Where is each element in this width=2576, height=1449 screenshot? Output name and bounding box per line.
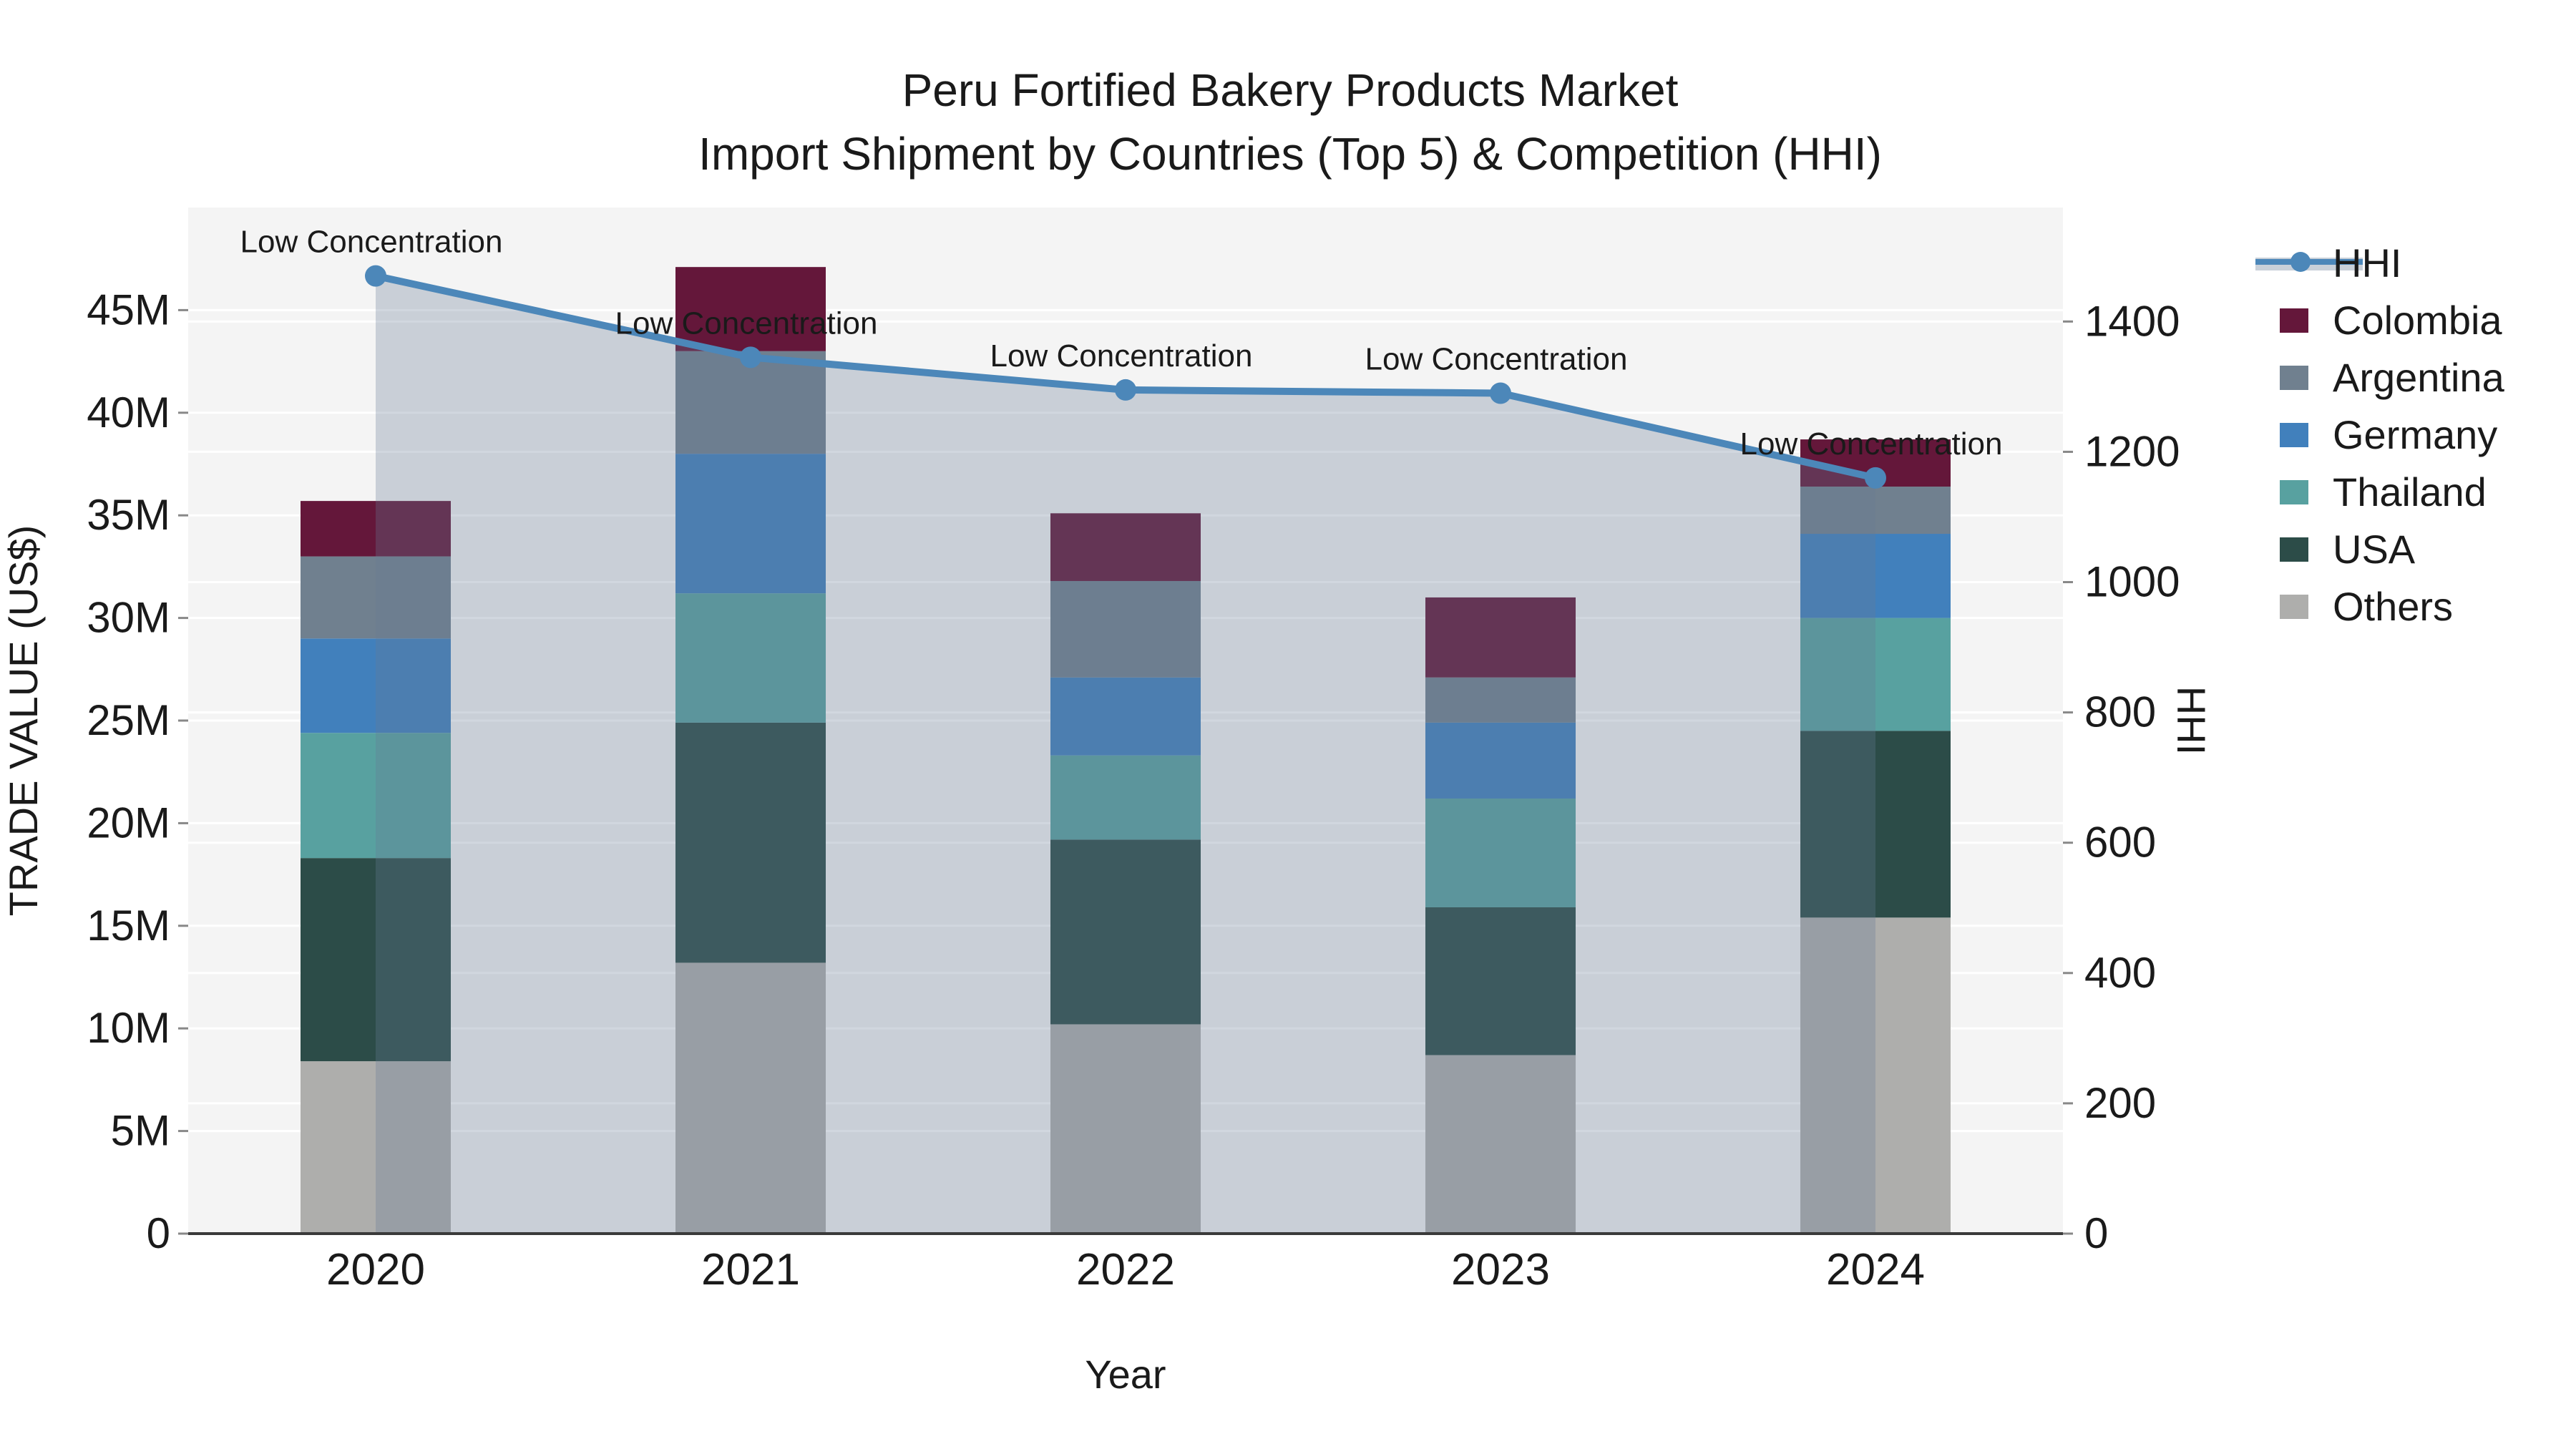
legend-swatch-usa [2280,537,2308,562]
right-tick-label-1200: 1200 [2084,427,2180,475]
bar-segment-colombia-2020 [301,501,451,557]
legend-label-usa: USA [2333,527,2416,572]
bar-segment-colombia-2022 [1050,513,1201,581]
chart-title-line2: Import Shipment by Countries (Top 5) & C… [698,128,1882,180]
legend-item-germany[interactable]: Germany [2280,412,2497,457]
x-tick-label-2022: 2022 [1076,1245,1175,1294]
bar-segment-usa-2020 [301,858,451,1062]
left-axis-title: TRADE VALUE (US$) [1,525,46,917]
bar-segment-germany-2020 [301,638,451,733]
left-tick-label-5M: 5M [111,1107,170,1155]
x-tick-label-2020: 2020 [326,1245,425,1294]
legend-label-others: Others [2333,584,2453,629]
left-tick-label-30M: 30M [87,594,170,642]
plot-area: Low Concentration Low Concentration Low Co… [87,208,2505,1294]
x-tick-label-2023: 2023 [1451,1245,1550,1294]
bar-segment-usa-2022 [1050,839,1201,1025]
bar-segment-others-2023 [1425,1055,1576,1234]
bar-segment-argentina-2022 [1050,580,1201,678]
annotation-label-2020: Low Concentration [240,225,503,260]
right-tick-label-600: 600 [2084,819,2156,867]
legend-item-hhi[interactable]: HHI [2255,240,2401,286]
x-tick-label-2021: 2021 [701,1245,800,1294]
legend-item-argentina[interactable]: Argentina [2280,355,2505,400]
bar-segment-thailand-2023 [1425,798,1576,907]
bar-segment-germany-2022 [1050,677,1201,756]
bar-segment-others-2022 [1050,1024,1201,1234]
legend-item-usa[interactable]: USA [2280,527,2416,572]
hhi-area-fill [376,275,1875,1234]
legend-label-germany: Germany [2333,412,2497,457]
bar-segment-argentina-2020 [301,556,451,639]
right-tick-label-200: 200 [2084,1079,2156,1127]
right-tick-label-800: 800 [2084,688,2156,736]
bar-segment-usa-2021 [675,722,826,963]
legend-swatch-thailand [2280,480,2308,504]
bar-segment-usa-2023 [1425,907,1576,1055]
legend-label-hhi: HHI [2333,240,2401,286]
hhi-marker-2024 [1865,467,1886,489]
legend-item-others[interactable]: Others [2280,584,2453,629]
hhi-marker-2020 [365,265,386,287]
bar-segment-germany-2024 [1800,534,1951,618]
bar-segment-thailand-2022 [1050,755,1201,840]
right-axis-title: HHI [2169,686,2214,755]
legend-swatch-colombia [2280,308,2308,333]
hhi-marker-2021 [740,346,761,369]
legend-label-thailand: Thailand [2333,469,2487,514]
bar-segment-argentina-2021 [675,351,826,454]
x-tick-label-2024: 2024 [1826,1245,1925,1294]
left-tick-label-35M: 35M [87,491,170,539]
bar-segment-germany-2021 [675,454,826,594]
bar-segment-colombia-2023 [1425,597,1576,678]
bar-segment-thailand-2020 [301,733,451,859]
hhi-marker-2022 [1115,379,1136,401]
bar-segment-argentina-2024 [1800,487,1951,535]
chart-title-line1: Peru Fortified Bakery Products Market [902,64,1679,116]
left-tick-label-15M: 15M [87,902,170,950]
bar-segment-thailand-2024 [1800,618,1951,731]
bar-segment-argentina-2023 [1425,677,1576,723]
bar-segment-others-2020 [301,1061,451,1234]
legend-swatch-germany [2280,423,2308,447]
legend-hhi-marker [2290,252,2311,272]
hhi-marker-2023 [1490,382,1511,404]
left-tick-label-10M: 10M [87,1004,170,1052]
right-tick-label-1000: 1000 [2084,558,2180,606]
bar-segment-germany-2023 [1425,722,1576,799]
right-tick-label-400: 400 [2084,949,2156,997]
bar-segment-usa-2024 [1800,731,1951,918]
x-axis-title: Year [1085,1352,1166,1397]
legend-swatch-others [2280,595,2308,619]
right-tick-label-1400: 1400 [2084,297,2180,345]
bar-segment-thailand-2021 [675,593,826,723]
bar-segment-others-2021 [675,962,826,1234]
legend-label-argentina: Argentina [2333,355,2505,400]
left-tick-label-45M: 45M [87,286,170,333]
left-tick-label-25M: 25M [87,696,170,744]
legend-item-colombia[interactable]: Colombia [2280,298,2502,343]
right-tick-label-0: 0 [2084,1209,2108,1257]
left-tick-label-40M: 40M [87,389,170,436]
legend-swatch-argentina [2280,366,2308,390]
left-tick-label-20M: 20M [87,799,170,847]
annotation-label-2024: Low Concentration [1740,426,2003,462]
annotation-label-2021: Low Concentration [615,306,878,341]
legend-label-colombia: Colombia [2333,298,2502,343]
left-tick-label-0: 0 [147,1209,170,1257]
annotation-label-2022: Low Concentration [990,338,1253,374]
bar-segment-colombia-2021 [675,267,826,351]
bar-segment-others-2024 [1800,917,1951,1234]
legend-item-thailand[interactable]: Thailand [2280,469,2487,514]
annotation-label-2023: Low Concentration [1365,341,1628,376]
